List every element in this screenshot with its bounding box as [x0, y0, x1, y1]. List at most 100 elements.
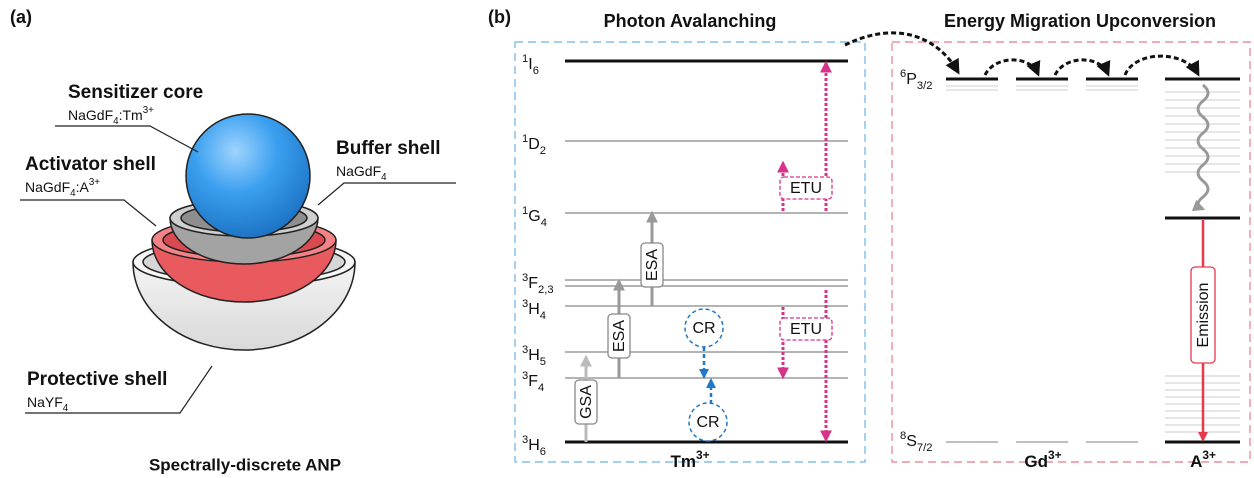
dynamic: (a) (b) Spectrally-discrete ANP Photon Aval… — [10, 7, 1240, 474]
panel-label: (b) — [488, 7, 511, 27]
level-label-part: P — [906, 71, 917, 88]
layer-formula: NaYF4 — [27, 394, 69, 414]
ion-label-part: 3+ — [1202, 448, 1216, 462]
transition-box: GSA — [574, 379, 598, 425]
pa-box — [514, 41, 866, 463]
layer-formula-part: NaGdF — [25, 179, 70, 195]
layer-formula: NaGdF4:Tm3+ — [68, 105, 154, 127]
level-label: 1G4 — [522, 205, 547, 229]
level-label: 1I6 — [522, 53, 539, 77]
cr-circle — [684, 308, 724, 348]
ion-label-part: 3+ — [1048, 448, 1062, 462]
level-label-part: 4 — [540, 310, 546, 322]
transition-box: ESA — [640, 242, 664, 288]
sensitizer-core — [185, 113, 311, 239]
layer-formula-part: NaGdF — [336, 163, 381, 179]
level-label-part: 3 — [522, 298, 528, 310]
layer-formula-part: 4 — [70, 188, 76, 199]
layer-formula-part: 3+ — [143, 105, 154, 116]
layer-formula-part: NaYF — [27, 394, 63, 410]
transition-label: CR — [696, 414, 719, 431]
ion-label: Gd3+ — [1024, 448, 1061, 471]
level-label-part: 6 — [900, 68, 906, 80]
transition-label: ESA — [644, 249, 661, 281]
layer-name: Sensitizer core — [68, 82, 203, 103]
ion-label-part: A — [1190, 452, 1202, 471]
layer-name: Protective shell — [27, 369, 167, 390]
level-label-part: I — [528, 56, 532, 73]
level-label-part: 6 — [533, 65, 539, 77]
level-label-part: 3 — [522, 370, 528, 382]
transition-label: Emission — [1195, 283, 1212, 348]
level-label-part: 3/2 — [917, 80, 933, 92]
migration-arrow — [1053, 58, 1111, 77]
level-label: 3H6 — [522, 434, 546, 458]
migration-arrow — [844, 31, 960, 75]
level-label-part: H — [528, 347, 540, 364]
nanoparticle — [132, 113, 356, 351]
level-label: 6P3/2 — [900, 68, 932, 92]
transition-box: ESA — [607, 313, 631, 359]
emu-box — [891, 41, 1251, 463]
box — [779, 176, 833, 200]
level-label-part: 6 — [540, 446, 546, 458]
level-label-part: D — [528, 136, 540, 153]
transition-label: GSA — [578, 385, 595, 419]
level-label-part: H — [528, 301, 540, 318]
level-label: 8S7/2 — [900, 430, 932, 454]
layer-formula-part: NaGdF — [68, 107, 113, 123]
ion-label-part: 3+ — [696, 448, 710, 462]
box — [607, 313, 631, 359]
level-label: 1D2 — [522, 133, 546, 157]
level-label-part: G — [528, 208, 540, 225]
layer-formula: NaGdF4 — [336, 163, 387, 183]
transition-label: ETU — [790, 321, 822, 338]
leader-line — [20, 199, 157, 227]
layer-formula: NaGdF4:A3+ — [25, 177, 100, 199]
level-label-part: 2 — [540, 145, 546, 157]
layer-formula-part: 4 — [63, 403, 69, 414]
level-label-part: 1 — [522, 133, 528, 145]
layer-formula-part: :Tm — [119, 107, 143, 123]
leader-line — [317, 182, 456, 206]
level-label-part: 8 — [900, 430, 906, 442]
caption: Spectrally-discrete ANP — [149, 455, 341, 474]
leader-line — [25, 365, 213, 414]
level-label-part: 4 — [541, 217, 547, 229]
level-label-part: 1 — [522, 53, 528, 65]
level-label-part: 3 — [522, 434, 528, 446]
panel-title: Energy Migration Upconversion — [944, 11, 1216, 31]
ion-label: A3+ — [1190, 448, 1216, 471]
level-label: 3F2,3 — [522, 272, 554, 296]
box — [640, 242, 664, 288]
level-label-part: 3 — [522, 272, 528, 284]
box — [1190, 266, 1216, 364]
level-label-part: 1 — [522, 205, 528, 217]
level-label-part: 7/2 — [917, 442, 933, 454]
layer-name: Activator shell — [25, 154, 156, 175]
ion-label-part: Tm — [670, 452, 696, 471]
level-label-part: F — [528, 373, 538, 390]
transition-box: ETU — [779, 317, 833, 341]
panel-label: (a) — [10, 7, 32, 27]
level-label-part: H — [528, 437, 540, 454]
level-label-part: 4 — [538, 382, 544, 394]
cr-circle — [688, 402, 728, 442]
layer-name: Buffer shell — [336, 138, 441, 159]
ion-label-part: Gd — [1024, 452, 1048, 471]
wavy-arrow — [1191, 83, 1210, 211]
level-label-part: F — [528, 275, 538, 292]
panel-title: Photon Avalanching — [604, 11, 777, 31]
level-label: 3F4 — [522, 370, 544, 394]
box — [779, 317, 833, 341]
migration-arrow — [1123, 54, 1200, 77]
level-label: 3H4 — [522, 298, 546, 322]
level-label-part: 3 — [522, 344, 528, 356]
leader-lines — [20, 125, 456, 414]
level-label-part: 5 — [540, 356, 546, 368]
transition-box: Emission — [1190, 266, 1216, 364]
ion-label: Tm3+ — [670, 448, 709, 471]
level-label-part: 2,3 — [538, 284, 554, 296]
box — [574, 379, 598, 425]
